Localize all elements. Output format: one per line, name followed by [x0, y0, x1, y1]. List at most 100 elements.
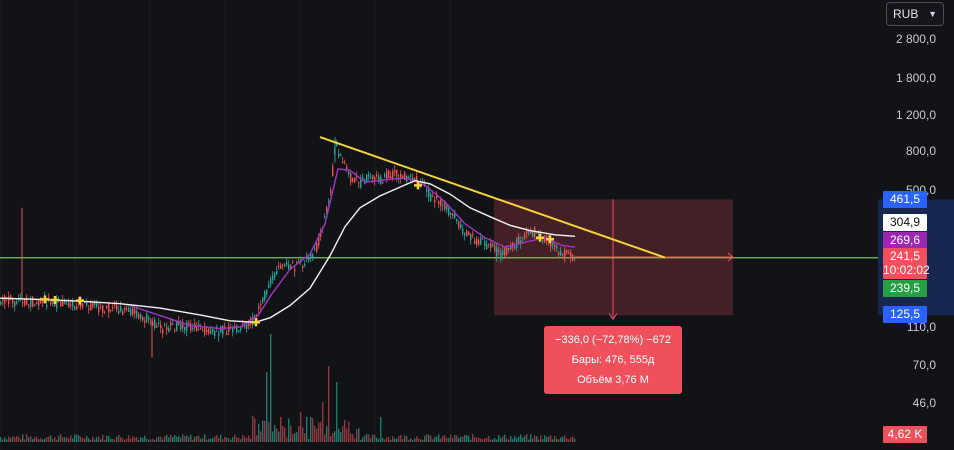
candle-body — [26, 297, 28, 305]
volume-bar — [276, 428, 278, 442]
volume-bar — [508, 439, 510, 442]
volume-bar — [2, 439, 4, 442]
candle-body — [416, 175, 418, 182]
candle-body — [172, 323, 174, 325]
volume-bar — [152, 438, 154, 442]
axis-tick-label: 800,0 — [905, 144, 936, 158]
volume-bar — [258, 423, 260, 442]
volume-bar — [140, 437, 142, 442]
candle-body — [116, 305, 118, 310]
volume-bar — [426, 434, 428, 442]
candle-body — [118, 311, 120, 314]
ma-white-line — [0, 179, 576, 324]
volume-bar — [404, 435, 406, 442]
measure-volume: Объём 3,76 M — [577, 374, 649, 386]
volume-bar — [128, 435, 130, 442]
volume-bar — [376, 437, 378, 442]
candle-body — [560, 250, 562, 256]
volume-bar — [362, 437, 364, 442]
volume-bar — [106, 435, 108, 442]
volume-bar — [442, 435, 444, 442]
volume-bar — [440, 438, 442, 442]
volume-bar — [556, 438, 558, 442]
volume-bar — [146, 438, 148, 442]
candle-body — [64, 299, 66, 304]
candle-body — [466, 230, 468, 236]
volume-bar — [110, 438, 112, 442]
candle-body — [140, 314, 142, 319]
volume-bar — [364, 435, 366, 442]
volume-bar — [544, 435, 546, 442]
volume-bar — [560, 437, 562, 442]
volume-bar — [180, 437, 182, 442]
volume-bar — [390, 439, 392, 442]
measure-tooltip: −336,0 (−72,78%) −672 Бары: 476, 555д Об… — [544, 326, 682, 394]
volume-bar — [6, 439, 8, 442]
candle-body — [16, 301, 18, 304]
volume-bar — [212, 438, 214, 442]
volume-bar — [238, 437, 240, 442]
candle-body — [558, 252, 560, 255]
volume-bar — [54, 437, 56, 442]
candle-body — [224, 326, 226, 329]
volume-bar — [368, 434, 370, 442]
volume-bar — [324, 434, 326, 442]
measure-bars: Бары: 476, 555д — [571, 354, 655, 366]
volume-bar — [432, 439, 434, 442]
volume-bar — [470, 439, 472, 442]
volume-bar — [518, 436, 520, 442]
candle-body — [56, 299, 58, 309]
candle-body — [168, 328, 170, 333]
volume-bar — [102, 434, 104, 442]
candle-body — [10, 295, 12, 300]
candle-body — [174, 330, 176, 332]
candle-body — [218, 333, 220, 337]
volume-bar — [94, 439, 96, 442]
volume-bar — [436, 436, 438, 442]
volume-bar — [160, 436, 162, 442]
candle-body — [462, 228, 464, 234]
volume-bar — [190, 434, 192, 442]
candle-body — [314, 248, 316, 250]
candle-body — [458, 221, 460, 228]
currency-select[interactable]: RUB ▼ — [886, 2, 944, 26]
candle-body — [336, 142, 338, 147]
volume-bar — [162, 439, 164, 442]
candle-body — [34, 304, 36, 307]
candle-body — [518, 236, 520, 244]
candle-body — [184, 326, 186, 331]
volume-bar — [262, 420, 264, 442]
candle-body — [102, 305, 104, 313]
candle-body — [48, 297, 50, 299]
volume-bar — [222, 439, 224, 442]
candle-body — [510, 246, 512, 250]
volume-bar — [88, 438, 90, 442]
volume-bar — [332, 432, 334, 442]
candle-body — [424, 183, 426, 186]
candle-body — [392, 171, 394, 179]
volume-bar — [82, 438, 84, 442]
volume-bar — [182, 434, 184, 442]
volume-bar — [12, 436, 14, 442]
volume-bar — [516, 437, 518, 442]
volume-bar — [98, 436, 100, 442]
candle-body — [94, 301, 96, 306]
candle-body — [274, 273, 276, 278]
volume-bar — [530, 434, 532, 442]
volume-bar — [448, 438, 450, 442]
measure-arrow-head — [608, 312, 618, 321]
volume-bar — [342, 426, 344, 442]
volume-bar — [70, 435, 72, 442]
candle-body — [68, 302, 70, 308]
volume-bar — [474, 437, 476, 442]
volume-bar — [428, 434, 430, 442]
candle-body — [352, 178, 354, 182]
volume-bar — [476, 437, 478, 442]
volume-bar — [380, 417, 382, 442]
candle-body — [312, 254, 314, 258]
volume-bar — [344, 419, 346, 442]
candle-body — [316, 242, 318, 252]
volume-bar — [8, 436, 10, 442]
